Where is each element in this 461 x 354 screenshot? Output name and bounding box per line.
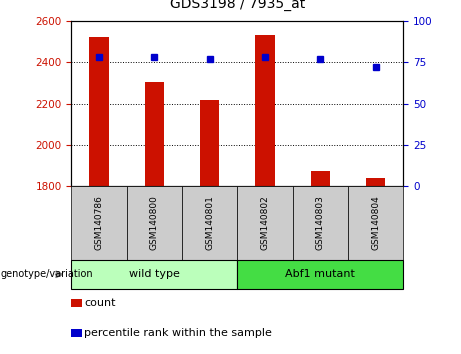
Text: Abf1 mutant: Abf1 mutant (285, 269, 355, 279)
Bar (255, 35, 275, 186)
Text: GSM140801: GSM140801 (205, 195, 214, 251)
Text: count: count (84, 298, 115, 308)
Text: GSM140786: GSM140786 (95, 195, 104, 251)
Text: GSM140802: GSM140802 (260, 196, 270, 250)
Bar (89, 37, 109, 186)
Bar (366, 178, 385, 186)
Bar (200, 101, 219, 186)
Text: percentile rank within the sample: percentile rank within the sample (84, 328, 272, 338)
Text: wild type: wild type (129, 269, 180, 279)
Text: GDS3198 / 7935_at: GDS3198 / 7935_at (170, 0, 305, 11)
Text: GSM140800: GSM140800 (150, 195, 159, 251)
Text: GSM140804: GSM140804 (371, 196, 380, 250)
Bar (311, 171, 330, 186)
Bar (145, 82, 164, 186)
Text: GSM140803: GSM140803 (316, 195, 325, 251)
Text: genotype/variation: genotype/variation (1, 269, 94, 279)
